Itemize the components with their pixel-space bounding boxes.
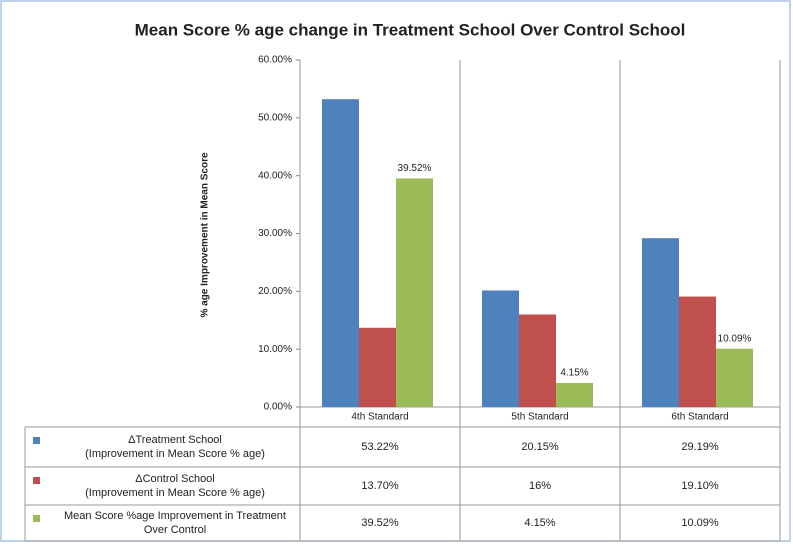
legend-cell: ΔTreatment School (Improvement in Mean S… [25,427,300,467]
legend-swatch [33,477,40,484]
y-axis-label: % age Improvement in Mean Score [200,152,211,317]
bar [519,314,556,407]
x-tick-label: 5th Standard [511,412,568,423]
legend-cell: Mean Score %age Improvement in Treatment… [25,505,300,541]
y-tick-label: 0.00% [264,402,292,413]
legend-label: ΔTreatment School (Improvement in Mean S… [85,434,265,460]
legend-label: Mean Score %age Improvement in Treatment… [64,510,286,536]
x-tick-label: 4th Standard [351,412,408,423]
table-value: 16% [528,480,552,492]
y-tick-label: 30.00% [258,228,292,239]
y-tick-label: 20.00% [258,286,292,297]
bar [396,178,433,407]
legend-swatch [33,515,40,522]
y-tick-label: 60.00% [258,55,292,66]
data-label: 39.52% [398,163,432,174]
bar [322,99,359,407]
x-tick-label: 6th Standard [671,412,728,423]
table-value: 13.70% [361,480,399,492]
bar [359,327,396,407]
legend-cell: ΔControl School (Improvement in Mean Sco… [25,467,300,505]
y-tick-label: 40.00% [258,170,292,181]
table-value: 20.15% [521,441,559,453]
table-value: 4.15% [524,517,556,529]
bar [556,382,593,407]
legend-swatch [33,437,40,444]
bar [482,290,519,407]
table-value: 39.52% [361,517,399,529]
y-tick-label: 50.00% [258,112,292,123]
table-value: 10.09% [681,517,719,529]
bar [716,348,753,407]
table-value: 29.19% [681,441,719,453]
data-label: 10.09% [718,333,752,344]
bar [642,238,679,407]
y-tick-label: 10.00% [258,344,292,355]
table-value: 53.22% [361,441,399,453]
table-value: 19.10% [681,480,719,492]
chart-title: Mean Score % age change in Treatment Sch… [135,20,686,39]
bar [679,296,716,407]
legend-label: ΔControl School (Improvement in Mean Sco… [85,473,265,499]
data-label: 4.15% [560,368,588,379]
